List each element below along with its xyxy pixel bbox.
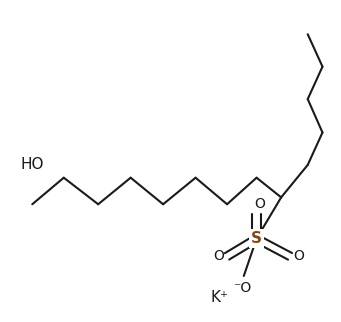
Text: S: S	[251, 231, 262, 246]
Text: O: O	[293, 249, 304, 263]
Text: O: O	[213, 249, 224, 263]
Text: O: O	[254, 197, 265, 211]
Text: K⁺: K⁺	[210, 290, 228, 305]
Text: ⁻O: ⁻O	[233, 281, 251, 295]
Text: HO: HO	[20, 157, 44, 172]
